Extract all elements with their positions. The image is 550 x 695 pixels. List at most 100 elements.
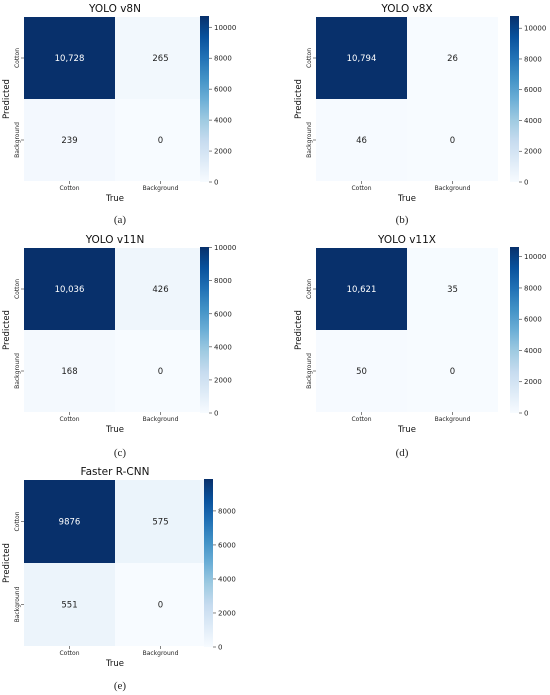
x-tick-label: Background bbox=[143, 650, 179, 657]
chart-title: YOLO v8N bbox=[88, 3, 141, 15]
colorbar-tick-label: 0 bbox=[214, 179, 218, 187]
cell-value-label: 10,036 bbox=[55, 285, 85, 295]
x-tick-label: Cotton bbox=[351, 185, 371, 192]
colorbar-tick-label: 6000 bbox=[524, 86, 542, 94]
x-axis-label: True bbox=[105, 425, 124, 435]
heatmap-cell bbox=[407, 248, 498, 330]
colorbar-tick-label: 10000 bbox=[214, 244, 236, 252]
heatmap-cell bbox=[115, 480, 206, 563]
confusion-matrix-4: YOLO v11X 10,621 35 50 0 Cotton Background Cott… bbox=[294, 234, 546, 459]
cell-value-label: 265 bbox=[152, 54, 168, 64]
heatmap-cell bbox=[115, 248, 206, 330]
x-tick-label: Background bbox=[143, 185, 179, 192]
colorbar bbox=[200, 247, 209, 413]
confusion-matrix-2: YOLO v8X 10,794 26 46 0 Cotton Background Cotto… bbox=[294, 3, 546, 226]
heatmap-cell bbox=[316, 330, 407, 412]
cell-value-label: 575 bbox=[152, 518, 168, 528]
figure-caption: (b) bbox=[396, 214, 409, 226]
heatmap-cell bbox=[24, 248, 115, 330]
y-tick-label: Background bbox=[306, 122, 313, 158]
y-tick-label: Background bbox=[306, 353, 313, 389]
heatmap-cell bbox=[316, 248, 407, 330]
heatmap-cell bbox=[316, 99, 407, 181]
colorbar bbox=[510, 247, 519, 413]
confusion-matrix-1: YOLO v8N 10,728 265 239 0 Cotton Background Cot… bbox=[2, 3, 236, 226]
cell-value-label: 46 bbox=[356, 136, 367, 146]
heatmap-cell bbox=[115, 99, 206, 181]
y-axis-label: Predicted bbox=[2, 310, 12, 350]
colorbar-tick-label: 4000 bbox=[524, 347, 542, 355]
chart-title: YOLO v11N bbox=[85, 234, 145, 246]
heatmap-cell bbox=[115, 563, 206, 646]
heatmap-cell bbox=[24, 480, 115, 563]
cell-value-label: 168 bbox=[61, 367, 77, 377]
y-tick-label: Cotton bbox=[306, 279, 313, 299]
chart-title: YOLO v8X bbox=[380, 3, 432, 15]
cell-value-label: 426 bbox=[152, 285, 168, 295]
colorbar-tick-label: 10000 bbox=[524, 253, 546, 261]
colorbar-tick-label: 2000 bbox=[214, 148, 232, 156]
cell-value-label: 0 bbox=[450, 136, 455, 146]
y-tick-label: Background bbox=[14, 586, 21, 622]
x-tick-label: Background bbox=[143, 416, 179, 423]
heatmap-cell bbox=[115, 17, 206, 99]
cell-value-label: 10,621 bbox=[347, 285, 377, 295]
colorbar-tick-label: 2000 bbox=[524, 148, 542, 156]
cell-value-label: 35 bbox=[447, 285, 458, 295]
y-tick-label: Cotton bbox=[306, 48, 313, 68]
cell-value-label: 0 bbox=[450, 367, 455, 377]
colorbar-tick-label: 8000 bbox=[214, 55, 232, 63]
heatmap-cell bbox=[407, 17, 498, 99]
heatmap-cell bbox=[24, 563, 115, 646]
y-tick-label: Cotton bbox=[14, 511, 21, 531]
x-axis-label: True bbox=[397, 194, 416, 204]
y-tick-label: Cotton bbox=[14, 48, 21, 68]
y-tick-label: Background bbox=[14, 122, 21, 158]
colorbar-tick-label: 8000 bbox=[214, 277, 232, 285]
colorbar-tick-label: 6000 bbox=[214, 310, 232, 318]
cell-value-label: 10,728 bbox=[55, 54, 85, 64]
y-axis-label: Predicted bbox=[2, 79, 12, 119]
heatmap-cell bbox=[24, 99, 115, 181]
y-axis-label: Predicted bbox=[2, 543, 12, 583]
colorbar-tick-label: 0 bbox=[524, 179, 528, 187]
colorbar-tick-label: 2000 bbox=[524, 378, 542, 386]
chart-title: Faster R-CNN bbox=[81, 466, 150, 478]
x-tick-label: Cotton bbox=[351, 416, 371, 423]
cell-value-label: 9876 bbox=[59, 518, 81, 528]
confusion-matrix-5: Faster R-CNN 9876 575 551 0 Cotton Background C… bbox=[2, 466, 236, 692]
colorbar-tick-label: 4000 bbox=[218, 575, 236, 583]
heatmap-cell bbox=[316, 17, 407, 99]
cell-value-label: 50 bbox=[356, 367, 367, 377]
x-axis-label: True bbox=[397, 425, 416, 435]
x-axis-label: True bbox=[105, 194, 124, 204]
colorbar-tick-label: 6000 bbox=[214, 86, 232, 94]
x-tick-label: Cotton bbox=[59, 185, 79, 192]
cell-value-label: 0 bbox=[158, 367, 163, 377]
confusion-matrix-3: YOLO v11N 10,036 426 168 0 Cotton Background Co… bbox=[2, 234, 236, 459]
x-tick-label: Cotton bbox=[59, 416, 79, 423]
colorbar-tick-label: 6000 bbox=[218, 541, 236, 549]
y-axis-label: Predicted bbox=[294, 310, 304, 350]
colorbar-tick-label: 0 bbox=[214, 410, 218, 418]
y-tick-label: Cotton bbox=[14, 279, 21, 299]
colorbar-tick-label: 4000 bbox=[524, 117, 542, 125]
colorbar bbox=[204, 479, 213, 647]
heatmap-cell bbox=[407, 330, 498, 412]
figure-caption: (d) bbox=[396, 447, 409, 459]
x-tick-label: Background bbox=[435, 416, 471, 423]
cell-value-label: 551 bbox=[61, 601, 77, 611]
figure-caption: (c) bbox=[114, 447, 127, 459]
colorbar-tick-label: 8000 bbox=[524, 284, 542, 292]
heatmap-cell bbox=[407, 99, 498, 181]
y-tick-label: Background bbox=[14, 353, 21, 389]
heatmap-cell bbox=[115, 330, 206, 412]
figure-caption: (a) bbox=[114, 214, 127, 226]
cell-value-label: 26 bbox=[447, 54, 458, 64]
colorbar-tick-label: 0 bbox=[524, 410, 528, 418]
colorbar-tick-label: 10000 bbox=[524, 25, 546, 33]
x-tick-label: Background bbox=[435, 185, 471, 192]
colorbar-tick-label: 10000 bbox=[214, 24, 236, 32]
colorbar-tick-label: 8000 bbox=[524, 55, 542, 63]
